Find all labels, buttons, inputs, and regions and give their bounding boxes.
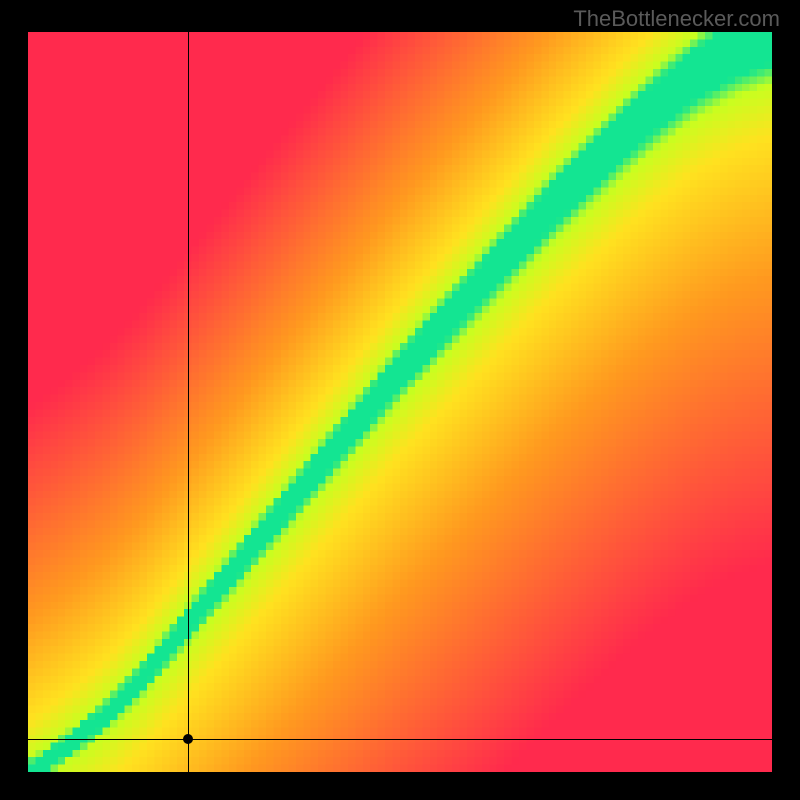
crosshair-vertical [188, 32, 189, 772]
crosshair-marker [183, 734, 193, 744]
watermark-text: TheBottlenecker.com [573, 6, 780, 32]
crosshair-horizontal [28, 739, 772, 740]
heatmap-plot-area [28, 32, 772, 772]
heatmap-canvas [28, 32, 772, 772]
